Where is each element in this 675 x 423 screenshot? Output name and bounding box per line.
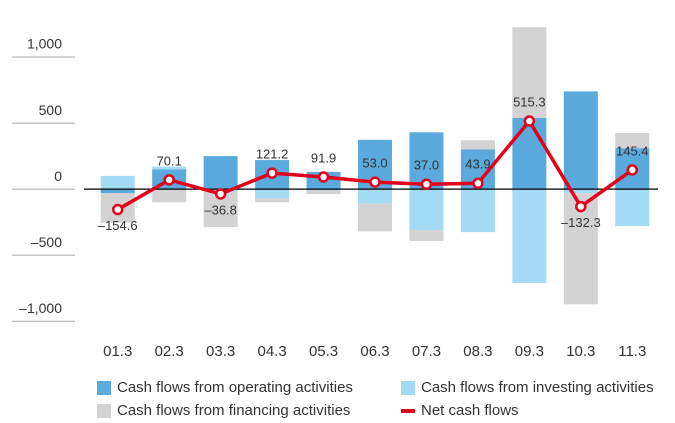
bar xyxy=(512,27,547,118)
bar xyxy=(563,189,598,194)
legend-label: Cash flows from investing activities xyxy=(421,379,654,396)
x-tick-label: 08.3 xyxy=(463,343,492,360)
bar xyxy=(306,189,341,191)
x-tick-label: 10.3 xyxy=(566,343,595,360)
bar xyxy=(460,140,495,150)
point xyxy=(472,177,484,190)
legend-swatch xyxy=(401,409,415,413)
data-label: 145.4 xyxy=(616,143,649,158)
legend-item: Cash flows from financing activities xyxy=(97,402,350,419)
bar xyxy=(255,189,290,199)
bar xyxy=(358,189,392,204)
point xyxy=(626,164,639,176)
point xyxy=(111,203,124,216)
data-label: 37.0 xyxy=(414,158,439,173)
bar xyxy=(358,203,392,232)
legend-item: Cash flows from investing activities xyxy=(401,379,654,396)
data-label: 121.2 xyxy=(256,147,289,162)
legend-item: Net cash flows xyxy=(401,402,519,419)
x-tick-label: 07.3 xyxy=(412,343,441,360)
y-tick-label: –500 xyxy=(31,234,62,250)
x-tick-label: 04.3 xyxy=(257,343,286,360)
bar xyxy=(100,175,135,190)
y-tick-label: 500 xyxy=(39,102,63,118)
legend-label: Net cash flows xyxy=(421,402,519,419)
point xyxy=(266,167,278,179)
data-label: 515.3 xyxy=(513,94,546,109)
x-tick-label: 02.3 xyxy=(155,343,184,360)
point xyxy=(163,174,175,186)
data-label: 53.0 xyxy=(362,156,387,171)
point xyxy=(369,176,381,188)
data-label: –132.3 xyxy=(561,215,601,230)
legend-swatch xyxy=(97,381,111,395)
legend-item: Cash flows from operating activities xyxy=(97,379,353,396)
legend-swatch xyxy=(401,381,415,395)
bar xyxy=(563,91,598,190)
point xyxy=(214,188,227,200)
data-label: 70.1 xyxy=(157,153,182,168)
point xyxy=(420,178,433,190)
bar xyxy=(409,189,444,231)
bar xyxy=(615,189,650,227)
bar xyxy=(460,189,495,233)
point xyxy=(575,200,587,213)
bar xyxy=(255,198,290,203)
data-label: 43.9 xyxy=(465,157,490,172)
legend-swatch xyxy=(97,404,111,418)
data-label: –36.8 xyxy=(204,202,237,217)
x-tick-label: 09.3 xyxy=(515,343,544,360)
legend-label: Cash flows from financing activities xyxy=(117,402,350,419)
legend-label: Cash flows from operating activities xyxy=(117,379,353,396)
x-tick-label: 01.3 xyxy=(103,343,132,360)
bar xyxy=(615,132,650,149)
y-tick-label: 1,000 xyxy=(27,36,62,52)
y-tick-label: 0 xyxy=(54,168,62,184)
bar xyxy=(203,156,238,190)
bar xyxy=(152,189,187,203)
point xyxy=(317,171,330,183)
x-tick-label: 06.3 xyxy=(360,343,389,360)
data-label: 91.9 xyxy=(311,150,336,165)
bar xyxy=(100,189,135,194)
bar xyxy=(512,117,547,190)
bar xyxy=(409,230,444,242)
x-tick-label: 11.3 xyxy=(618,343,646,360)
y-tick-label: –1,000 xyxy=(19,300,62,316)
data-label: –154.6 xyxy=(98,218,138,233)
point xyxy=(523,115,536,127)
bar xyxy=(512,189,547,283)
bar xyxy=(152,166,187,170)
bar xyxy=(306,190,341,195)
x-tick-label: 03.3 xyxy=(206,343,235,360)
x-tick-label: 05.3 xyxy=(309,343,338,360)
